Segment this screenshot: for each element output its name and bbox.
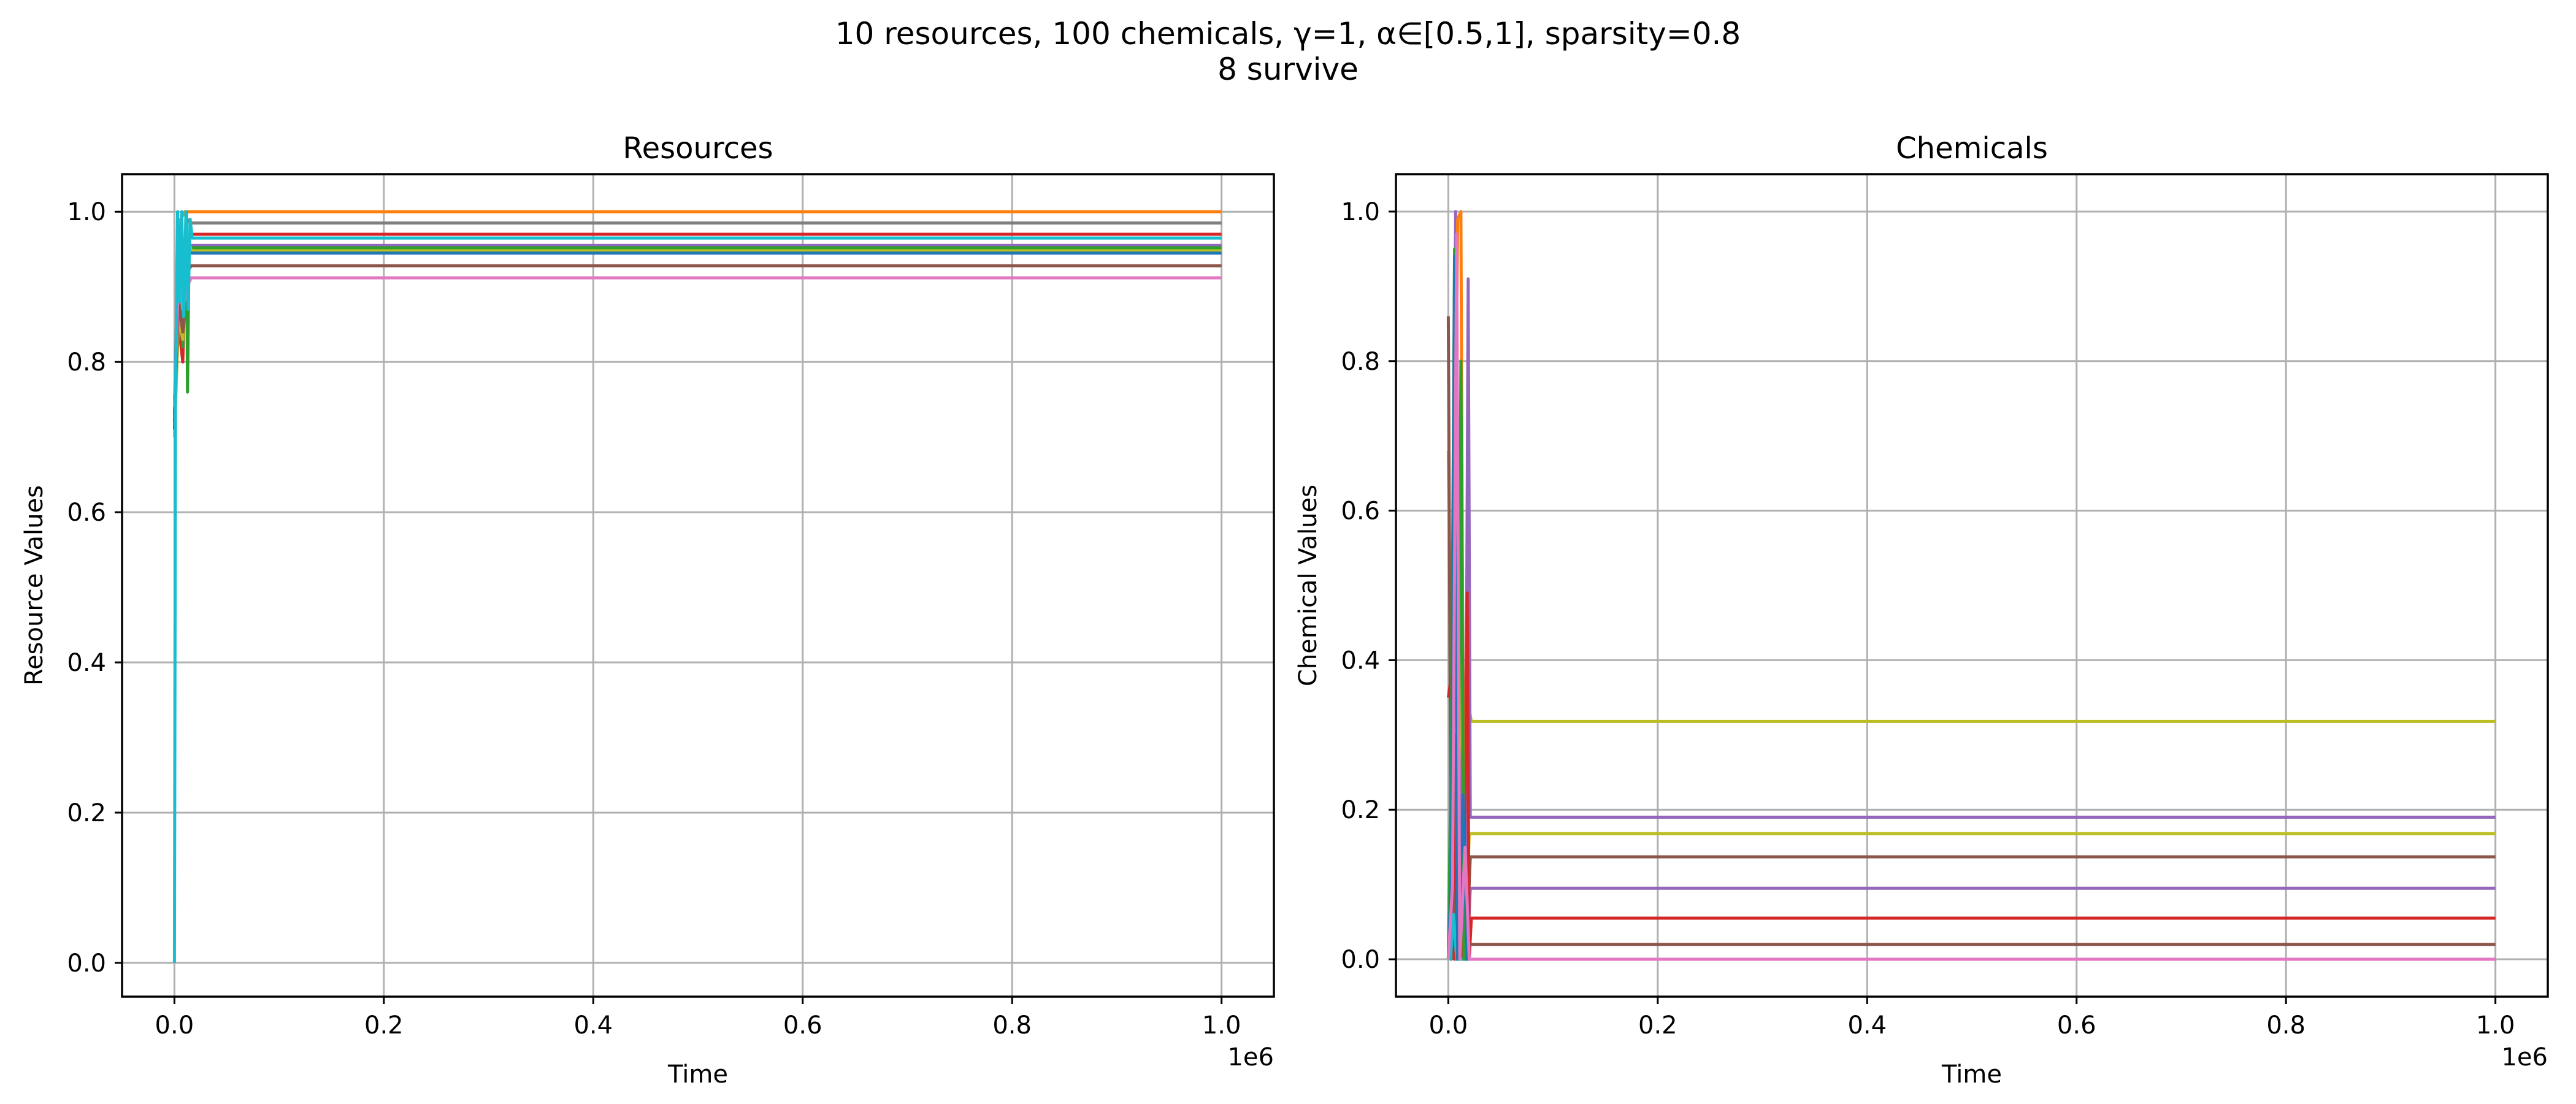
x-tick-label: 0.4 [1847, 1011, 1887, 1040]
x-tick-label: 1.0 [1202, 1011, 1241, 1040]
y-tick-label: 0.0 [1341, 946, 1380, 974]
y-tick-label: 0.8 [1341, 348, 1380, 376]
chart-panel-2: 0.0 0.2 0.4 0.6 0.8 1.0 0.0 0.2 0.4 0.6 0.8 1.0 1e6 C… [1294, 131, 2549, 1089]
series-line [1446, 733, 2496, 961]
x-tick-label: 0.8 [2266, 1011, 2306, 1040]
series-line [172, 264, 1222, 415]
y-tick-label: 1.0 [67, 198, 106, 226]
figure-title-line-2: 8 survive [1217, 52, 1359, 87]
series-line [1446, 247, 2496, 961]
series-line [1446, 210, 2496, 961]
x-tick-label: 0.0 [1429, 1011, 1468, 1040]
x-tick-label: 0.2 [1638, 1011, 1677, 1040]
x-offset-label: 1e6 [1227, 1043, 1274, 1071]
panel-title: Chemicals [1896, 131, 2048, 166]
chart-panel-1: 0.0 0.2 0.4 0.6 0.8 1.0 0.0 0.2 0.4 0.6 0.8 1.0 1e6 R… [20, 131, 1275, 1089]
y-tick-label: 0.4 [67, 649, 106, 677]
figure-title-line-1: 10 resources, 100 chemicals, γ=1, α∈[0.5… [835, 16, 1741, 52]
x-offset-label: 1e6 [2501, 1043, 2548, 1071]
series-line [1446, 316, 2496, 961]
series-line [172, 210, 1222, 423]
x-tick-label: 0.4 [573, 1011, 613, 1040]
series-group [1446, 210, 2496, 961]
y-tick-label: 1.0 [1341, 198, 1380, 226]
series-line [172, 210, 1222, 423]
x-tick-label: 0.0 [155, 1011, 194, 1040]
x-tick-label: 0.2 [364, 1011, 404, 1040]
series-line [1446, 621, 2496, 961]
y-tick-label: 0.0 [67, 949, 106, 978]
y-tick-label: 0.6 [67, 499, 106, 527]
y-tick-label: 0.8 [67, 348, 106, 377]
series-line [172, 232, 1222, 415]
series-line [172, 240, 1222, 430]
series-line [1446, 232, 2496, 961]
series-group [172, 210, 1222, 963]
y-tick-label: 0.4 [1341, 646, 1380, 675]
series-line [1446, 845, 2496, 961]
y-tick-label: 0.2 [67, 799, 106, 827]
x-axis-label: Time [1941, 1060, 2002, 1089]
y-axis-label: Resource Values [20, 485, 48, 686]
panel-title: Resources [623, 131, 773, 166]
series-line [1446, 591, 2496, 961]
x-tick-label: 1.0 [2476, 1011, 2515, 1040]
series-line [172, 232, 1222, 400]
axes-frame [121, 173, 1275, 998]
series-line [1446, 210, 2496, 961]
series-line [172, 210, 1222, 963]
axes-frame [1395, 173, 2549, 998]
y-tick-label: 0.2 [1341, 796, 1380, 824]
x-tick-label: 0.6 [2057, 1011, 2096, 1040]
x-axis-label: Time [667, 1060, 728, 1089]
series-line [1446, 451, 2496, 961]
series-line [172, 270, 1222, 407]
y-axis-label: Chemical Values [1294, 485, 1322, 686]
series-line [1446, 913, 2496, 961]
x-tick-label: 0.8 [992, 1011, 1032, 1040]
x-tick-label: 0.6 [783, 1011, 822, 1040]
y-tick-label: 0.6 [1341, 497, 1380, 526]
